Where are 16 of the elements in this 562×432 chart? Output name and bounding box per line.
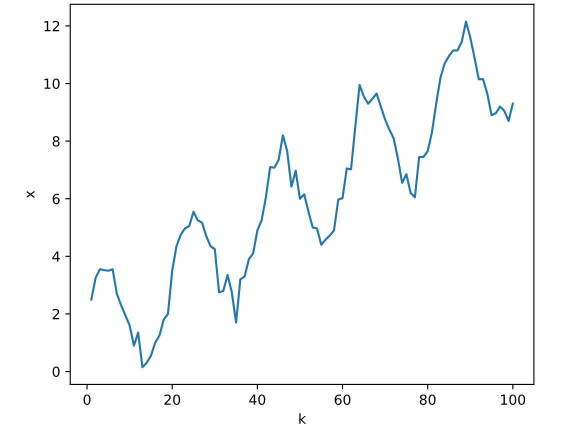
x-tick-label: 20	[164, 394, 180, 405]
x-axis-title: k	[299, 413, 306, 424]
y-tick-label: 8	[52, 136, 60, 147]
x-tick-label: 100	[501, 394, 526, 405]
x-tick-label: 60	[334, 394, 350, 405]
y-tick-label: 4	[52, 251, 60, 262]
y-axis-title: x	[26, 190, 34, 198]
line-series	[90, 20, 514, 368]
x-tick-label: 40	[249, 394, 266, 405]
y-tick-label: 0	[52, 366, 60, 377]
y-tick-label: 2	[52, 308, 60, 320]
x-tick-label: 80	[420, 394, 436, 405]
x-tick-label: 0	[84, 394, 91, 405]
y-tick-label: 12	[44, 20, 60, 32]
y-tick-label: 10	[44, 78, 60, 89]
y-tick-label: 6	[52, 194, 60, 204]
